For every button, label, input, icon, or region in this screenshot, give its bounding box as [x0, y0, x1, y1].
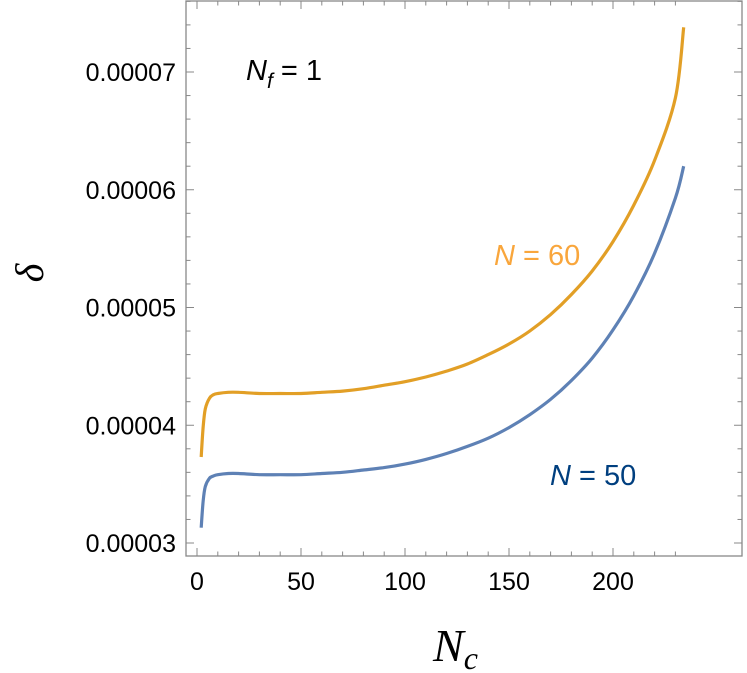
n60-label: N = 60	[494, 240, 580, 272]
y-tick-labels: 0.00003 0.00004 0.00005 0.00006 0.00007	[86, 59, 176, 558]
y-tick-label: 0.00007	[86, 59, 176, 87]
x-tick-labels: 0 50 100 150 200	[190, 568, 634, 596]
n60-value: = 60	[515, 240, 580, 272]
x-tick-label: 200	[592, 568, 634, 596]
plot-border	[185, 0, 743, 557]
curve-n50	[199, 165, 686, 528]
y-tick-label: 0.00005	[86, 295, 176, 323]
curve-n60	[199, 27, 686, 458]
y-tick-label: 0.00006	[86, 177, 176, 205]
y-tick-label: 0.00003	[86, 530, 176, 558]
x-tick-label: 50	[287, 568, 315, 596]
curves	[199, 27, 686, 528]
x-tick-label: 0	[190, 568, 204, 596]
x-axis-title-main: N	[432, 620, 466, 671]
nf-sub: f	[267, 70, 275, 93]
x-axis-title: Nc	[432, 620, 478, 673]
x-tick-label: 150	[488, 568, 530, 596]
axis-ticks	[186, 0, 742, 556]
nf-value: = 1	[273, 55, 322, 87]
nf-var: N	[246, 55, 267, 87]
plot-frame	[185, 0, 743, 557]
x-tick-label: 100	[384, 568, 426, 596]
n50-label: N = 50	[550, 460, 636, 492]
y-tick-label: 0.00004	[86, 412, 176, 440]
n50-value: = 50	[571, 460, 636, 492]
n60-var: N	[494, 240, 515, 272]
nf-annotation: Nf = 1	[246, 55, 322, 93]
x-axis-title-sub: c	[464, 640, 478, 673]
y-axis-title: δ	[7, 262, 52, 282]
n50-var: N	[550, 460, 571, 492]
